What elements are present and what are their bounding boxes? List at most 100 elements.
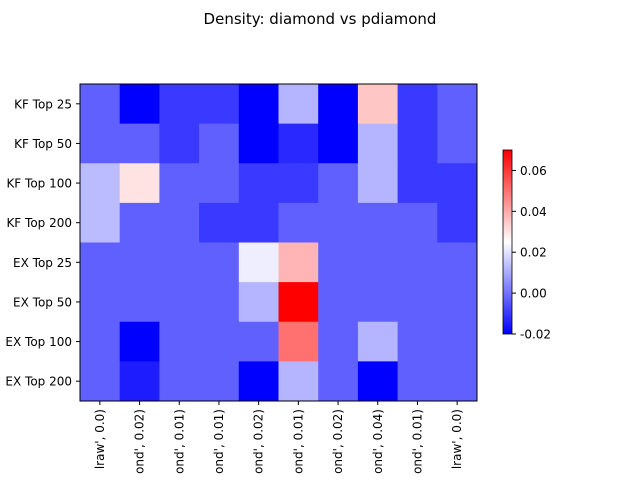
heatmap-cell: [119, 321, 160, 362]
x-tick-label: ond', 0.02): [252, 409, 266, 474]
heatmap-cell: [159, 282, 200, 323]
heatmap-cell: [199, 282, 240, 323]
heatmap-cell: [159, 242, 200, 283]
heatmap-cell: [238, 282, 279, 323]
y-tick-label: KF Top 100: [6, 177, 72, 191]
heatmap-cell: [199, 123, 240, 164]
heatmap-cell: [437, 84, 478, 125]
heatmap-cell: [357, 202, 399, 244]
heatmap-cell: [199, 321, 240, 362]
heatmap-cell: [80, 242, 121, 283]
heatmap-cell: [159, 202, 200, 244]
heatmap-cell: [278, 123, 319, 164]
heatmap-cell: [199, 361, 240, 402]
heatmap-cell: [199, 163, 240, 204]
heatmap-cell: [397, 84, 438, 125]
heatmap-cell: [318, 282, 359, 323]
heatmap-cell: [357, 84, 399, 125]
y-tick-label: KF Top 50: [14, 137, 72, 151]
x-tick-label: lraw', 0.0): [450, 409, 464, 469]
heatmap-cell: [119, 282, 160, 323]
heatmap-cell: [80, 123, 121, 164]
heatmap-cell: [278, 84, 319, 125]
heatmap-cell: [238, 163, 279, 204]
heatmap-cell: [278, 282, 319, 323]
heatmap-cell: [437, 123, 478, 164]
heatmap-cell: [357, 282, 399, 323]
x-tick-label: ond', 0.01): [172, 409, 186, 474]
heatmap-cell: [159, 84, 200, 125]
heatmap-cell: [80, 202, 121, 244]
heatmap-cell: [119, 202, 160, 244]
heatmap-cell: [437, 163, 478, 204]
colorbar-tick-label: 0.02: [520, 246, 547, 260]
heatmap-cell: [278, 202, 319, 244]
x-tick-label: lraw', 0.0): [93, 409, 107, 469]
heatmap-cell: [397, 282, 438, 323]
heatmap-cell: [80, 163, 121, 204]
colorbar-tick-label: -0.02: [520, 328, 551, 342]
heatmap-cell: [238, 202, 279, 244]
heatmap-cell: [80, 361, 121, 402]
heatmap-cell: [119, 123, 160, 164]
heatmap-cell: [159, 163, 200, 204]
heatmap-cell: [397, 361, 438, 402]
heatmap-cell: [199, 84, 240, 125]
heatmap-cell: [238, 84, 279, 125]
heatmap-cell: [159, 123, 200, 164]
heatmap-cell: [437, 361, 478, 402]
heatmap-cell: [357, 163, 399, 204]
heatmap-cell: [159, 361, 200, 402]
heatmap-cell: [199, 242, 240, 283]
heatmap-cell: [199, 202, 240, 244]
heatmap-cell: [80, 84, 121, 125]
heatmap-cell: [238, 361, 279, 402]
y-tick-label: EX Top 200: [5, 375, 72, 389]
x-axis-ticks: lraw', 0.0) ond', 0.02) ond', 0.01) ond', 0…: [93, 401, 464, 474]
plot-frame: [79, 83, 478, 402]
heatmap-cell: [357, 242, 399, 283]
heatmap-cell: [80, 321, 121, 362]
y-tick-label: EX Top 25: [13, 256, 72, 270]
x-tick-label: ond', 0.01): [410, 409, 424, 474]
heatmap-cell: [357, 361, 399, 402]
heatmap-cell: [318, 202, 359, 244]
y-tick-label: KF Top 200: [6, 216, 72, 230]
heatmap-cell: [318, 242, 359, 283]
heatmap-cell: [238, 123, 279, 164]
heatmap-cell: [437, 242, 478, 283]
heatmap-cell: [397, 123, 438, 164]
heatmap-cell: [357, 321, 399, 362]
x-tick-label: ond', 0.01): [212, 409, 226, 474]
heatmap-cell: [119, 242, 160, 283]
colorbar-tick-label: 0.04: [520, 205, 547, 219]
heatmap-cell: [278, 163, 319, 204]
heatmap-cell: [119, 361, 160, 402]
heatmap-cell: [437, 282, 478, 323]
heatmap-cell: [357, 123, 399, 164]
heatmap-cell: [318, 321, 359, 362]
heatmap-cell: [119, 163, 160, 204]
colorbar: -0.02 0.00 0.02 0.04 0.06: [502, 149, 551, 342]
heatmap-cell: [159, 321, 200, 362]
heatmap-cell: [318, 123, 359, 164]
heatmap-cell: [278, 361, 319, 402]
heatmap-cell: [397, 202, 438, 244]
heatmap-cell: [397, 242, 438, 283]
heatmap-cell: [318, 163, 359, 204]
heatmap-cell: [238, 321, 279, 362]
colorbar-gradient: [502, 149, 513, 335]
y-tick-label: EX Top 100: [5, 335, 72, 349]
heatmap-cell: [238, 242, 279, 283]
heatmap-cell: [397, 163, 438, 204]
colorbar-tick-label: 0.00: [520, 287, 547, 301]
heatmap-cell: [119, 84, 160, 125]
heatmap-cell: [318, 84, 359, 125]
x-tick-label: ond', 0.02): [133, 409, 147, 474]
heatmap-cell: [318, 361, 359, 402]
heatmap-cells: [80, 84, 478, 402]
y-tick-label: KF Top 25: [14, 97, 72, 111]
heatmap-cell: [437, 202, 478, 244]
colorbar-tick-label: 0.06: [520, 164, 547, 178]
x-tick-label: ond', 0.04): [371, 409, 385, 474]
